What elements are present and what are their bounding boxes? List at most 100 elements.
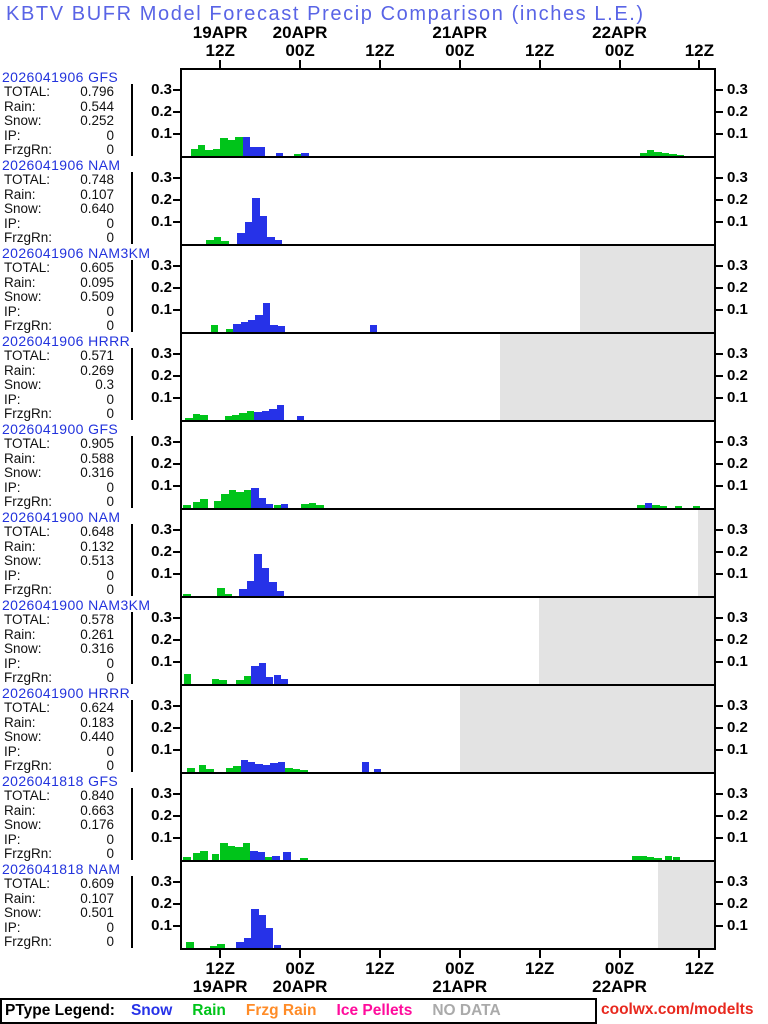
stat-value: 0 xyxy=(106,303,114,319)
y-axis-label-left: 0.2 xyxy=(151,191,172,208)
precip-bar xyxy=(280,679,289,684)
y-axis-label-left: 0.1 xyxy=(151,477,172,494)
precip-bar xyxy=(243,938,252,948)
precip-bar xyxy=(669,154,677,156)
y-axis-label-right: 0.1 xyxy=(727,125,748,142)
precip-bar xyxy=(276,591,285,596)
y-axis-label-right: 0.2 xyxy=(727,895,748,912)
stat-value: 0.640 xyxy=(80,201,114,217)
y-axis-tick xyxy=(716,221,723,223)
stat-label: TOTAL: xyxy=(4,172,51,187)
stat-value: 0.107 xyxy=(80,890,114,906)
top-axis-hour-label: 00Z xyxy=(445,41,475,60)
stat-value: 0.261 xyxy=(80,626,114,642)
stat-label: FrzgRn: xyxy=(4,318,53,334)
stat-value: 0 xyxy=(106,655,114,671)
stat-value: 0.588 xyxy=(80,450,114,466)
axis-tick xyxy=(698,60,701,68)
stat-label: FrzgRn: xyxy=(4,934,53,950)
stats-divider xyxy=(131,700,133,772)
y-axis-tick xyxy=(173,573,180,575)
y-axis-tick xyxy=(173,287,180,289)
y-axis-label-right: 0.2 xyxy=(727,279,748,296)
precip-bar xyxy=(250,851,258,860)
stat-label: Rain: xyxy=(4,802,36,818)
precip-bar xyxy=(235,847,243,860)
precip-bar xyxy=(251,488,259,508)
model-run-label: 2026041906 HRRR xyxy=(2,333,131,349)
y-axis-tick xyxy=(716,265,723,267)
stat-row: Snow: 0.316 xyxy=(4,466,114,481)
precip-bar xyxy=(269,409,277,420)
y-axis-label-right: 0.3 xyxy=(727,257,748,274)
stat-label: IP: xyxy=(4,919,21,935)
precip-bar xyxy=(292,769,301,772)
y-axis-tick xyxy=(716,925,723,927)
stat-label: Rain: xyxy=(4,186,36,202)
stat-value: 0 xyxy=(106,743,114,759)
stat-row: IP: 0 xyxy=(4,216,114,232)
nodata-region xyxy=(499,334,714,420)
stat-row: FrzgRn: 0 xyxy=(4,143,114,158)
stat-label: Rain: xyxy=(4,274,36,290)
panel-plot-inner xyxy=(182,774,714,860)
stat-row: Rain: 0.183 xyxy=(4,715,114,731)
model-run-label: 2026041906 GFS xyxy=(2,69,119,85)
stat-label: Snow: xyxy=(4,729,42,745)
precip-bar xyxy=(280,504,289,508)
y-axis-tick xyxy=(173,397,180,399)
stat-label: TOTAL: xyxy=(4,260,51,275)
stat-row: Rain: 0.261 xyxy=(4,626,114,643)
stat-label: Snow: xyxy=(4,201,42,217)
y-axis-tick xyxy=(173,903,180,905)
stat-value: 0.509 xyxy=(80,289,114,305)
precip-bar xyxy=(192,853,201,860)
precip-bar xyxy=(301,504,309,508)
stat-value: 0 xyxy=(106,831,114,847)
precip-bar xyxy=(217,588,225,596)
nodata-region xyxy=(658,862,714,948)
stat-row: IP: 0 xyxy=(4,655,114,672)
stat-label: IP: xyxy=(4,831,21,847)
precip-bar xyxy=(190,149,198,156)
precip-bar xyxy=(254,412,262,420)
stat-label: FrzgRn: xyxy=(4,494,53,510)
stat-value: 0.095 xyxy=(80,274,114,290)
ptype-legend-box: PType Legend: Snow Rain Frzg Rain Ice Pelle… xyxy=(0,998,597,1024)
precip-bar xyxy=(274,240,282,244)
precip-bar xyxy=(258,915,267,948)
precip-bar xyxy=(267,237,275,244)
precip-bar xyxy=(197,145,206,156)
precip-bar xyxy=(257,147,265,156)
y-axis-label-right: 0.3 xyxy=(727,873,748,890)
precip-bar xyxy=(652,505,660,508)
precip-bar xyxy=(232,415,240,420)
y-axis-tick xyxy=(716,727,723,729)
chart-title: KBTV BUFR Model Forecast Precip Comparis… xyxy=(6,3,645,25)
bottom-axis-date-label: 21APR xyxy=(432,977,488,996)
top-axis-hour-label: 00Z xyxy=(285,41,315,60)
panel-info: 2026041900 NAM TOTAL: 0.648 Rain: 0.132 Snow:… xyxy=(0,508,178,598)
stat-row: Snow: 0.3 xyxy=(4,378,114,393)
stat-row: FrzgRn: 0 xyxy=(4,583,114,598)
stat-label: Rain: xyxy=(4,98,36,114)
precip-bar xyxy=(316,505,324,508)
y-axis-label-left: 0.1 xyxy=(151,917,172,934)
stat-label: Snow: xyxy=(4,113,42,129)
precip-bar xyxy=(237,233,245,244)
precip-bar xyxy=(293,154,302,156)
stat-row: Rain: 0.588 xyxy=(4,450,114,467)
bottom-axis-hour-label: 12Z xyxy=(524,959,555,978)
ptype-legend-label: PType Legend: xyxy=(5,1002,115,1019)
y-axis-tick xyxy=(173,463,180,465)
stat-label: Snow: xyxy=(4,289,42,305)
y-axis-tick xyxy=(173,749,180,751)
model-run-label: 2026041818 NAM xyxy=(2,861,121,877)
y-axis-label-left: 0.3 xyxy=(151,433,172,450)
precip-bar xyxy=(301,153,309,156)
panel-plot-inner xyxy=(182,334,714,420)
stat-label: FrzgRn: xyxy=(4,230,53,246)
precip-bar xyxy=(227,846,236,860)
precip-bar xyxy=(258,663,267,684)
stat-value: 0 xyxy=(106,846,114,862)
